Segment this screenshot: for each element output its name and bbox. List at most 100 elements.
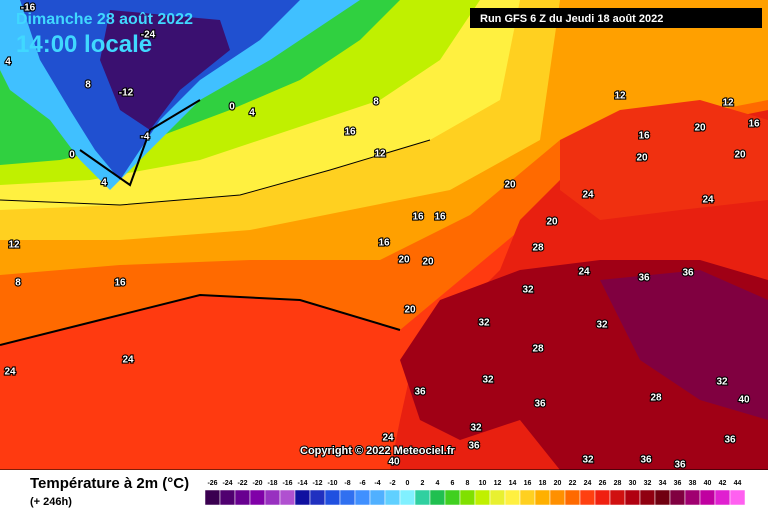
scale-label: 14 [509,480,517,487]
isotherm-label: 20 [734,150,746,161]
scale-swatch [474,489,491,506]
isotherm-label: 12 [614,91,626,102]
isotherm-label: 16 [344,127,356,138]
scale-label: -10 [327,480,337,487]
scale-swatch [564,489,581,506]
scale-label: 32 [644,480,652,487]
isotherm-label: 36 [674,460,686,471]
scale-swatch [729,489,746,506]
scale-label: -26 [207,480,217,487]
isotherm-label: 12 [8,240,20,251]
isotherm-label: 28 [650,393,662,404]
isotherm-label: 32 [596,320,608,331]
scale-label: -20 [252,480,262,487]
scale-swatch [534,489,551,506]
scale-swatch [459,489,476,506]
scale-swatch [579,489,596,506]
isotherm-label: 8 [373,97,379,108]
scale-label: -16 [282,480,292,487]
color-scale: -26 -24 -22 -20 -18 -16 -14 -12 -10 -8 -6 -4 -2 0 2 4 6 8… [204,480,746,506]
isotherm-label: 16 [434,212,446,223]
isotherm-label: 16 [638,131,650,142]
scale-label: 28 [614,480,622,487]
isotherm-label: 32 [522,285,534,296]
isotherm-label: 8 [15,278,21,289]
isotherm-label: 16 [412,212,424,223]
scale-label: -18 [267,480,277,487]
isotherm-label: 24 [702,195,714,206]
isotherm-label: 20 [422,257,434,268]
scale-swatch [549,489,566,506]
scale-swatch [324,489,341,506]
scale-label: 6 [451,480,455,487]
scale-swatch [219,489,236,506]
isotherm-label: 32 [470,423,482,434]
scale-label: 36 [674,480,682,487]
run-box [470,8,762,28]
isotherm-label: 12 [722,98,734,109]
run-info: Run GFS 6 Z du Jeudi 18 août 2022 [480,13,663,25]
scale-swatch [399,489,416,506]
isotherm-label: -24 [141,30,156,41]
isotherm-label: 36 [724,435,736,446]
isotherm-label: 4 [249,108,255,119]
scale-swatch [519,489,536,506]
scale-label: 12 [494,480,502,487]
isotherm-label: 16 [114,278,126,289]
scale-label: 38 [689,480,697,487]
isotherm-label: 36 [468,441,480,452]
scale-label: -24 [222,480,232,487]
scale-label: -14 [297,480,307,487]
scale-swatch [414,489,431,506]
isotherm-label: 24 [4,367,16,378]
scale-swatch [369,489,386,506]
scale-label: 18 [539,480,547,487]
isotherm-label: 36 [640,455,652,466]
isotherm-label: 24 [382,433,394,444]
scale-swatch [639,489,656,506]
isotherm-label: 28 [532,344,544,355]
isotherm-label: 32 [716,377,728,388]
isotherm-label: 4 [101,178,107,189]
scale-label: 8 [466,480,470,487]
scale-swatch [234,489,251,506]
isotherm-label: 20 [504,180,516,191]
isotherm-label: 24 [582,190,594,201]
scale-swatch [504,489,521,506]
scale-swatch [699,489,716,506]
isotherm-label: 20 [398,255,410,266]
scale-swatch [294,489,311,506]
isotherm-label: 8 [85,80,91,91]
scale-label: 24 [584,480,592,487]
isotherm-label: 32 [478,318,490,329]
scale-label: 22 [569,480,577,487]
isotherm-label: 0 [229,102,235,113]
isotherm-label: 4 [5,57,11,68]
isotherm-label: 36 [414,387,426,398]
scale-swatch [429,489,446,506]
isotherm-label: 24 [578,267,590,278]
scale-label: 26 [599,480,607,487]
scale-swatch [654,489,671,506]
isotherm-label: 32 [482,375,494,386]
scale-label: -6 [359,480,365,487]
isotherm-label: 40 [738,395,750,406]
isotherm-label: 36 [534,399,546,410]
legend-title: Température à 2m (°C) [30,475,189,492]
scale-label: 44 [734,480,742,487]
isotherm-label: 32 [582,455,594,466]
scale-label: -12 [312,480,322,487]
scale-label: 34 [659,480,667,487]
scale-swatch [249,489,266,506]
scale-label: 42 [719,480,727,487]
scale-label: -8 [344,480,350,487]
scale-swatch [309,489,326,506]
scale-label: 0 [406,480,410,487]
scale-swatch [489,489,506,506]
scale-swatch [339,489,356,506]
isotherm-label: 28 [532,243,544,254]
isotherm-label: 12 [374,149,386,160]
map-background [0,0,768,471]
scale-swatch [669,489,686,506]
